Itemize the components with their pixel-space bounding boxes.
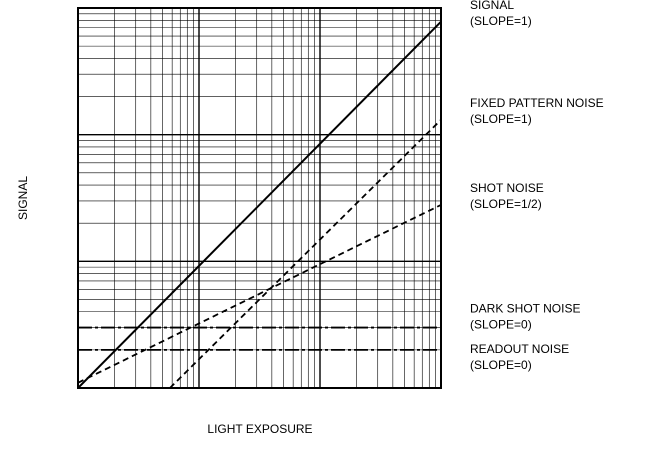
series-label: SIGNAL <box>470 0 514 12</box>
series-slope-label: (SLOPE=1) <box>470 14 532 28</box>
series-label: SHOT NOISE <box>470 181 544 195</box>
series-line <box>77 204 442 384</box>
y-axis-label: SIGNAL <box>16 176 30 220</box>
series-label: DARK SHOT NOISE <box>470 302 580 316</box>
series-slope-label: (SLOPE=0) <box>470 318 532 332</box>
series-line <box>169 119 442 389</box>
x-axis-label: LIGHT EXPOSURE <box>207 422 312 436</box>
series-label: READOUT NOISE <box>470 342 569 356</box>
series-slope-label: (SLOPE=1) <box>470 112 532 126</box>
series-line <box>77 20 442 389</box>
series-label: FIXED PATTERN NOISE <box>470 96 604 110</box>
series-slope-label: (SLOPE=1/2) <box>470 197 542 211</box>
series-slope-label: (SLOPE=0) <box>470 358 532 372</box>
plot-frame <box>77 7 442 389</box>
